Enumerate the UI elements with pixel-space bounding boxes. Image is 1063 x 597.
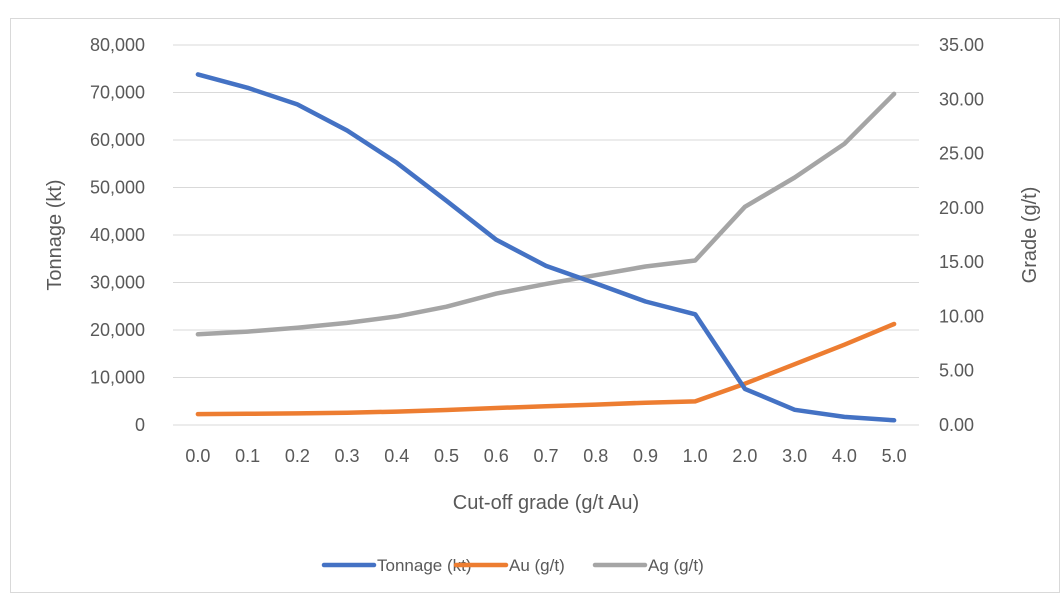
y2-tick-label: 0.00 bbox=[939, 415, 974, 435]
series-lines bbox=[195, 72, 897, 423]
y-axis-title-left: Tonnage (kt) bbox=[44, 179, 66, 290]
x-tick-label: 0.4 bbox=[384, 446, 409, 466]
x-tick-label: 0.2 bbox=[285, 446, 310, 466]
x-tick-label: 4.0 bbox=[832, 446, 857, 466]
y2-tick-label: 10.00 bbox=[939, 306, 984, 326]
y-tick-label: 70,000 bbox=[90, 83, 145, 103]
y-tick-label: 0 bbox=[135, 415, 145, 435]
x-tick-label: 1.0 bbox=[683, 446, 708, 466]
y-tick-label: 10,000 bbox=[90, 368, 145, 388]
y-axis-right: 0.00 5.00 10.00 15.00 20.00 25.00 30.00 35.00 bbox=[939, 35, 984, 435]
y2-tick-label: 5.00 bbox=[939, 361, 974, 381]
x-tick-label: 2.0 bbox=[732, 446, 757, 466]
series-line-2 bbox=[195, 91, 897, 337]
x-tick-label: 0.6 bbox=[484, 446, 509, 466]
legend-label: Ag (g/t) bbox=[648, 556, 704, 575]
y2-tick-label: 25.00 bbox=[939, 144, 984, 164]
y2-tick-label: 30.00 bbox=[939, 89, 984, 109]
legend-label: Tonnage (kt) bbox=[377, 556, 472, 575]
chart-area: 0 10,000 20,000 30,000 40,000 50,000 60,000 70,… bbox=[10, 18, 1060, 593]
series-line-1 bbox=[195, 321, 897, 417]
x-tick-label: 5.0 bbox=[882, 446, 907, 466]
series-line-0 bbox=[195, 72, 897, 423]
y-tick-label: 30,000 bbox=[90, 273, 145, 293]
x-tick-label: 0.5 bbox=[434, 446, 459, 466]
legend-label: Au (g/t) bbox=[509, 556, 565, 575]
x-tick-label: 0.8 bbox=[583, 446, 608, 466]
y2-tick-label: 15.00 bbox=[939, 252, 984, 272]
y-tick-label: 40,000 bbox=[90, 225, 145, 245]
y-tick-label: 20,000 bbox=[90, 320, 145, 340]
y-axis-title-right: Grade (g/t) bbox=[1019, 187, 1041, 284]
x-tick-label: 0.7 bbox=[533, 446, 558, 466]
x-axis: 0.0 0.1 0.2 0.3 0.4 0.5 0.6 0.7 0.8 0.9 1.0 2.0 3.0 4… bbox=[185, 446, 906, 466]
y-tick-label: 80,000 bbox=[90, 35, 145, 55]
legend: Tonnage (kt) Au (g/t) Ag (g/t) bbox=[321, 556, 704, 575]
y2-tick-label: 35.00 bbox=[939, 35, 984, 55]
y-axis-left: 0 10,000 20,000 30,000 40,000 50,000 60,000 70,… bbox=[90, 35, 145, 435]
x-tick-label: 0.1 bbox=[235, 446, 260, 466]
x-axis-title: Cut-off grade (g/t Au) bbox=[453, 492, 639, 514]
line-chart: 0 10,000 20,000 30,000 40,000 50,000 60,000 70,… bbox=[44, 35, 1041, 575]
x-tick-label: 0.0 bbox=[185, 446, 210, 466]
x-tick-label: 3.0 bbox=[782, 446, 807, 466]
x-tick-label: 0.9 bbox=[633, 446, 658, 466]
y-tick-label: 60,000 bbox=[90, 130, 145, 150]
y-tick-label: 50,000 bbox=[90, 178, 145, 198]
y2-tick-label: 20.00 bbox=[939, 198, 984, 218]
x-tick-label: 0.3 bbox=[335, 446, 360, 466]
